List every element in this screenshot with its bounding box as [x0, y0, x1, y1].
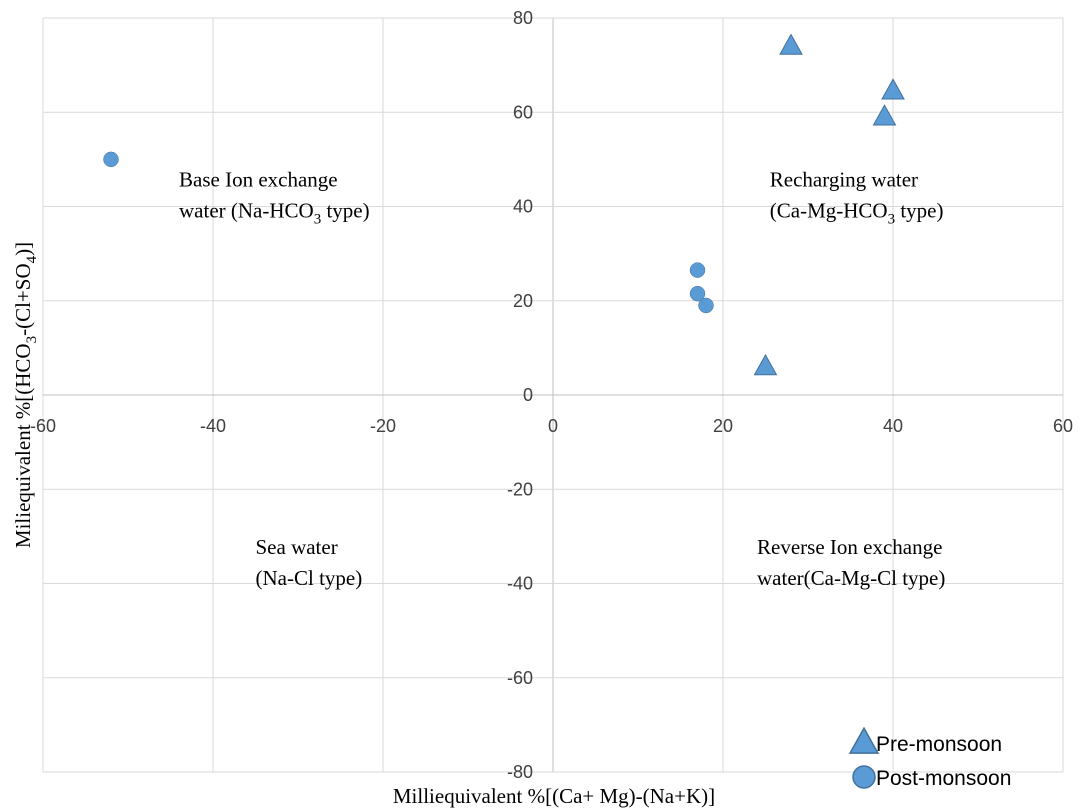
y-axis-title: Miliequivalent %[(HCO3​-(Cl+SO4​)] — [11, 242, 40, 548]
subscript: 4 — [24, 255, 40, 263]
y-tick-label: -20 — [507, 479, 533, 499]
y-tick-label: 0 — [523, 385, 533, 405]
region-label-sea-water: Sea water (Na-Cl type) — [256, 535, 363, 590]
region-annotations: Base Ion exchange water (Na-HCO3​ type) Re… — [179, 168, 945, 591]
text-run: (Na-Cl type) — [256, 566, 363, 590]
x-tick-label: -60 — [30, 416, 56, 436]
subscript: 3 — [314, 212, 322, 228]
text-run: water (Na-HCO — [179, 199, 314, 223]
post-monsoon-point — [689, 262, 706, 278]
y-tick-label: 60 — [513, 102, 533, 122]
x-tick-label: -40 — [200, 416, 226, 436]
x-tick-label: 0 — [548, 416, 558, 436]
legend-item: Pre-monsoon — [848, 726, 1002, 756]
region-label-line: water (Na-HCO3​ type) — [179, 199, 370, 228]
text-run: -(Cl+SO — [11, 263, 35, 336]
region-label-line: (Na-Cl type) — [256, 566, 363, 590]
post-monsoon-point — [103, 151, 119, 168]
x-tick-label: -20 — [370, 416, 396, 436]
text-run: )] — [11, 242, 35, 256]
pre-monsoon-point — [753, 353, 778, 376]
pre-monsoon-point — [872, 104, 897, 126]
text-run: Miliequivalent %[(HCO — [11, 343, 35, 548]
text-run: (Ca-Mg-HCO — [770, 199, 888, 223]
region-label-line: Reverse Ion exchange — [757, 535, 942, 559]
y-tick-label: -80 — [507, 762, 533, 782]
y-tick-label: 80 — [513, 8, 533, 28]
region-label-base-ion: Base Ion exchange water (Na-HCO3​ type) — [179, 168, 370, 228]
pre-monsoon-point — [881, 78, 905, 100]
legend-triangle-marker — [848, 726, 880, 754]
x-axis-title: Milliequivalent %[(Ca+ Mg)-(Na+K)] — [393, 784, 715, 808]
region-label-line: Recharging water — [770, 168, 918, 192]
text-run: type) — [321, 199, 369, 223]
text-run: Sea water — [256, 535, 338, 559]
text-run: type) — [895, 199, 943, 223]
y-tick-label: -40 — [507, 574, 533, 594]
subscript: 3 — [24, 336, 40, 344]
y-tick-label: 20 — [513, 291, 533, 311]
legend-item: Post-monsoon — [852, 765, 1011, 790]
text-run: Recharging water — [770, 168, 918, 192]
data-points — [103, 33, 905, 376]
tick-labels: -80 -60 -40 -20 0 20 40 60 80 -60 -40 -20 0 20 40 60 — [30, 8, 1073, 782]
text-run: water(Ca-Mg-Cl type) — [757, 566, 945, 590]
pre-monsoon-point — [779, 33, 803, 55]
region-label-recharging: Recharging water (Ca-Mg-HCO3​ type) — [770, 168, 944, 228]
text-run: Base Ion exchange — [179, 168, 338, 192]
post-monsoon-point — [689, 285, 706, 302]
legend-circle-marker — [852, 765, 876, 789]
legend-label: Pre-monsoon — [876, 733, 1002, 756]
region-label-line: (Ca-Mg-HCO3​ type) — [770, 199, 944, 228]
post-monsoon-point — [698, 297, 714, 314]
grid — [42, 17, 1064, 773]
subscript: 3 — [888, 212, 896, 228]
y-tick-label: -60 — [507, 668, 533, 688]
x-tick-label: 40 — [883, 416, 903, 436]
region-label-line: water(Ca-Mg-Cl type) — [757, 566, 945, 590]
x-tick-label: 20 — [713, 416, 733, 436]
region-label-line: Sea water — [256, 535, 338, 559]
text-run: Reverse Ion exchange — [757, 535, 942, 559]
legend-label: Post-monsoon — [876, 767, 1011, 790]
region-label-reverse-ion: Reverse Ion exchange water(Ca-Mg-Cl type) — [757, 535, 945, 590]
y-tick-label: 40 — [513, 197, 533, 217]
region-label-line: Base Ion exchange — [179, 168, 338, 192]
legend: Pre-monsoon Post-monsoon — [848, 726, 1011, 790]
x-tick-label: 60 — [1053, 416, 1073, 436]
